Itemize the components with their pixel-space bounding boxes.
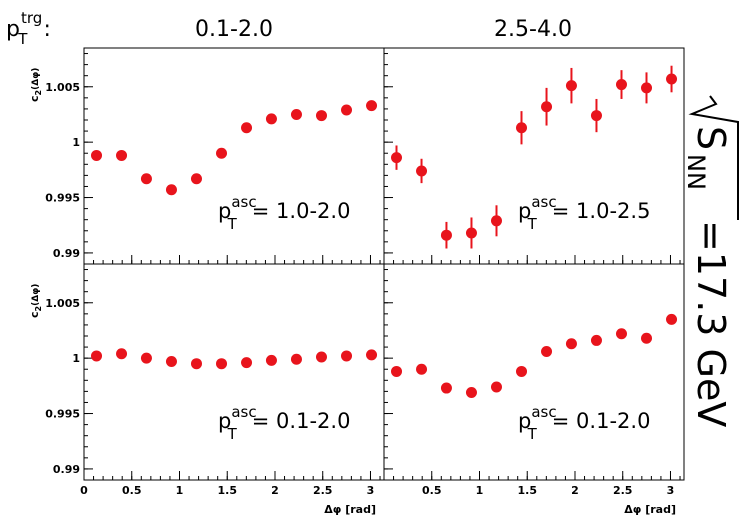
x-tick-label: 3: [367, 484, 375, 497]
data-point: [140, 173, 152, 185]
data-point: [416, 165, 428, 177]
data-point: [541, 346, 553, 358]
energy-label-main: S: [689, 126, 733, 150]
x-tick-label: 1: [476, 484, 484, 497]
data-point: [290, 108, 302, 120]
trig-label: ptrg T:: [6, 9, 51, 48]
y-axis-label: c2(Δφ): [28, 68, 43, 102]
panel-bottom-right: 0.5 1 1.5 2 2.5 3 Δφ [rad] pasc T= 0.1-2.0: [383, 263, 685, 516]
data-point: [490, 381, 502, 393]
data-point: [366, 349, 378, 361]
data-point: [666, 73, 678, 85]
data-point: [440, 229, 452, 241]
data-point: [465, 227, 477, 239]
data-point: [341, 104, 353, 116]
y-tick-label: 0.99: [53, 463, 80, 476]
data-point: [116, 348, 128, 360]
x-tick-label: 2: [271, 484, 279, 497]
data-point: [391, 365, 403, 377]
energy-label-sub: NN: [682, 154, 710, 190]
data-point: [165, 184, 177, 196]
data-point: [516, 122, 528, 134]
y-axis-label: c2(Δφ): [28, 284, 43, 318]
x-tick-label: 2: [571, 484, 579, 497]
data-point: [241, 122, 253, 134]
y-tick-label: 1.005: [45, 81, 80, 94]
data-point: [315, 110, 327, 122]
data-point: [391, 152, 403, 164]
data-point: [140, 352, 152, 364]
data-point: [516, 365, 528, 377]
x-axis-label: Δφ [rad]: [324, 503, 376, 516]
data-point: [91, 350, 103, 362]
energy-label-value: =17.3 GeV: [689, 220, 733, 427]
x-tick-label: 1: [176, 484, 184, 497]
data-point: [265, 354, 277, 366]
data-point: [315, 351, 327, 363]
data-point: [590, 334, 602, 346]
x-tick-label: 1.5: [217, 484, 237, 497]
data-point: [190, 173, 202, 185]
data-point: [440, 382, 452, 394]
data-point: [666, 313, 678, 325]
data-point: [366, 100, 378, 112]
data-point: [116, 149, 128, 161]
data-point: [565, 80, 577, 92]
x-tick-label: 2.5: [313, 484, 333, 497]
x-tick-label: 3: [667, 484, 675, 497]
data-point: [490, 215, 502, 227]
column-title-left: 0.1-2.0: [195, 17, 273, 42]
pt-asc-annotation: pasc T= 0.1-2.0: [218, 403, 350, 443]
data-point: [641, 332, 653, 344]
data-point: [165, 355, 177, 367]
x-axis-label: Δφ [rad]: [624, 503, 676, 516]
y-tick-label: 0.99: [53, 247, 80, 260]
data-point: [615, 79, 627, 91]
data-point: [641, 82, 653, 94]
y-tick-label: 0.995: [45, 408, 80, 421]
data-point: [216, 147, 228, 159]
data-point: [190, 358, 202, 370]
y-tick-label: 0.995: [45, 192, 80, 205]
sqrt-symbol: [688, 95, 739, 220]
panel-top-right: pasc T= 1.0-2.5: [383, 47, 685, 265]
pt-asc-annotation: pasc T= 0.1-2.0: [518, 403, 650, 443]
data-point: [416, 363, 428, 375]
pt-asc-annotation: pasc T= 1.0-2.5: [518, 193, 650, 233]
data-point: [91, 149, 103, 161]
data-point: [541, 101, 553, 113]
panel-frame: [383, 263, 685, 481]
x-tick-label: 0.5: [122, 484, 142, 497]
data-point: [341, 350, 353, 362]
panel-frame: [83, 263, 385, 481]
data-point: [265, 113, 277, 125]
energy-label: S NN =17.3 GeV: [682, 95, 739, 427]
x-tick-label: 0.5: [422, 484, 442, 497]
data-point: [290, 353, 302, 365]
data-point: [216, 358, 228, 370]
column-title-right: 2.5-4.0: [494, 17, 572, 42]
y-tick-label: 1: [72, 352, 80, 365]
x-tick-label: 0: [80, 484, 88, 497]
data-point: [241, 357, 253, 369]
data-point: [565, 338, 577, 350]
data-point: [615, 328, 627, 340]
y-tick-label: 1: [72, 136, 80, 149]
pt-asc-annotation: pasc T= 1.0-2.0: [218, 193, 350, 233]
x-tick-label: 2.5: [613, 484, 633, 497]
data-point: [465, 386, 477, 398]
panel-bottom-left: 0.99 0.995 1 1.005 0 0.5 1 1.5 2 2.5 3 c2(Δφ) Δφ [ra…: [28, 263, 385, 516]
y-tick-label: 1.005: [45, 297, 80, 310]
data-point: [590, 110, 602, 122]
x-tick-label: 1.5: [517, 484, 537, 497]
